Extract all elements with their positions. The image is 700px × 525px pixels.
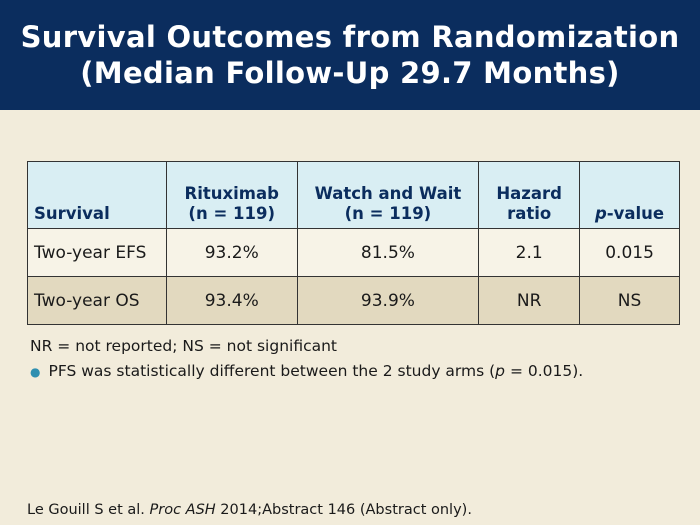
cell-watch-and-wait: 81.5% (296, 228, 480, 277)
cell-rituximab: 93.4% (165, 276, 298, 325)
cell-survival: Two-year EFS (27, 228, 167, 277)
cell-p-value: NS (579, 276, 680, 325)
abbreviation-footnote: NR = not reported; NS = not significant (30, 337, 338, 355)
header-survival: Survival (27, 161, 167, 229)
bullet-point: ● PFS was statistically different betwee… (30, 362, 583, 380)
header-rituximab: Rituximab (n = 119) (165, 161, 298, 229)
table-header-row: Survival Rituximab (n = 119) Watch and Wa… (27, 161, 680, 229)
title-bar: Survival Outcomes from Randomization (Me… (0, 0, 700, 110)
header-p-value: p-value (579, 161, 680, 229)
cell-p-value: 0.015 (579, 228, 680, 277)
slide-title-line-2: (Median Follow-Up 29.7 Months) (80, 56, 620, 90)
table-row: Two-year EFS 93.2% 81.5% 2.1 0.015 (27, 228, 680, 277)
cell-survival: Two-year OS (27, 276, 167, 325)
citation: Le Gouill S et al. Proc ASH 2014;Abstrac… (27, 502, 472, 518)
header-watch-and-wait: Watch and Wait (n = 119) (296, 161, 480, 229)
bullet-text: PFS was statistically different between … (48, 362, 584, 380)
table-row: Two-year OS 93.4% 93.9% NR NS (27, 276, 680, 325)
slide-title-line-1: Survival Outcomes from Randomization (20, 20, 680, 54)
cell-watch-and-wait: 93.9% (296, 276, 480, 325)
header-hazard-ratio: Hazard ratio (478, 161, 581, 229)
cell-hazard-ratio: NR (478, 276, 581, 325)
survival-table: Survival Rituximab (n = 119) Watch and Wa… (27, 161, 680, 325)
cell-hazard-ratio: 2.1 (478, 228, 581, 277)
bullet-icon: ● (30, 365, 41, 379)
cell-rituximab: 93.2% (165, 228, 298, 277)
